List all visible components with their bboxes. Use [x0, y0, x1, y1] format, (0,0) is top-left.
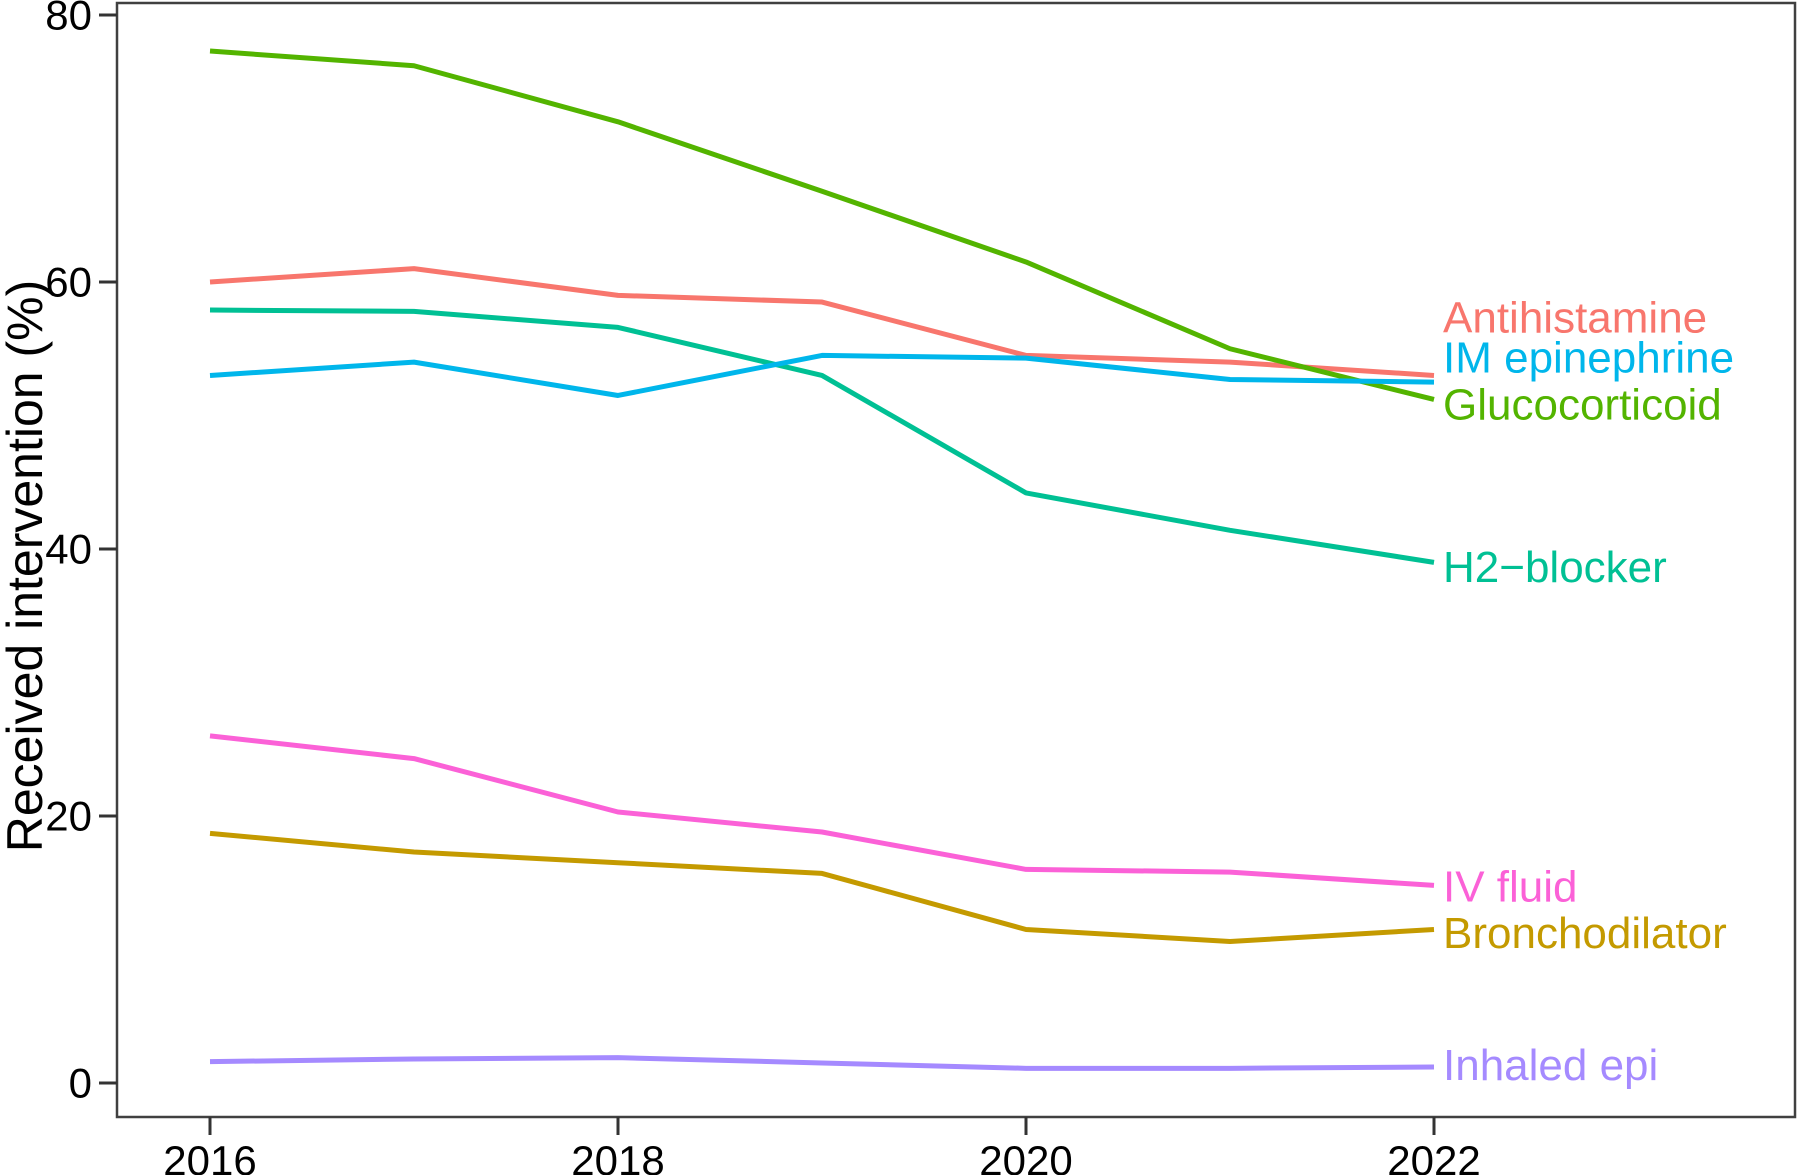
x-tick-label: 2018 — [571, 1137, 664, 1175]
y-tick-label: 0 — [69, 1060, 92, 1107]
y-tick-label: 20 — [45, 793, 92, 840]
x-tick-label: 2016 — [163, 1137, 256, 1175]
series-line-bronchodilator — [209, 830, 1435, 944]
series-line-glucocorticoid — [209, 48, 1435, 402]
series-line-im-epinephrine — [209, 352, 1435, 398]
plot-area: 0 20 40 60 80 2016 2018 2020 2022 Antihistamine Br… — [45, 0, 1797, 1175]
series-line-iv-fluid — [209, 733, 1435, 888]
series-line-antihistamine — [209, 266, 1435, 378]
series-label-h2-blocker: H2−blocker — [1443, 543, 1667, 592]
series-label-antihistamine: Antihistamine — [1443, 294, 1707, 343]
series-label-im-epinephrine: IM epinephrine — [1443, 334, 1734, 383]
series-line-h2-blocker — [209, 307, 1435, 565]
series-label-bronchodilator: Bronchodilator — [1443, 909, 1727, 958]
y-tick-label: 60 — [45, 259, 92, 306]
series-label-inhaled-epi: Inhaled epi — [1443, 1041, 1658, 1090]
series-line-inhaled-epi — [209, 1055, 1435, 1071]
series-label-iv-fluid: IV fluid — [1443, 862, 1578, 911]
y-tick-label: 80 — [45, 0, 92, 39]
y-tick-label: 40 — [45, 526, 92, 573]
y-axis-title: Received intervention (%) — [0, 280, 53, 853]
x-tick-label: 2022 — [1387, 1137, 1480, 1175]
x-tick-label: 2020 — [979, 1137, 1072, 1175]
series-label-glucocorticoid: Glucocorticoid — [1443, 380, 1722, 429]
panel-border — [115, 1, 1797, 1119]
